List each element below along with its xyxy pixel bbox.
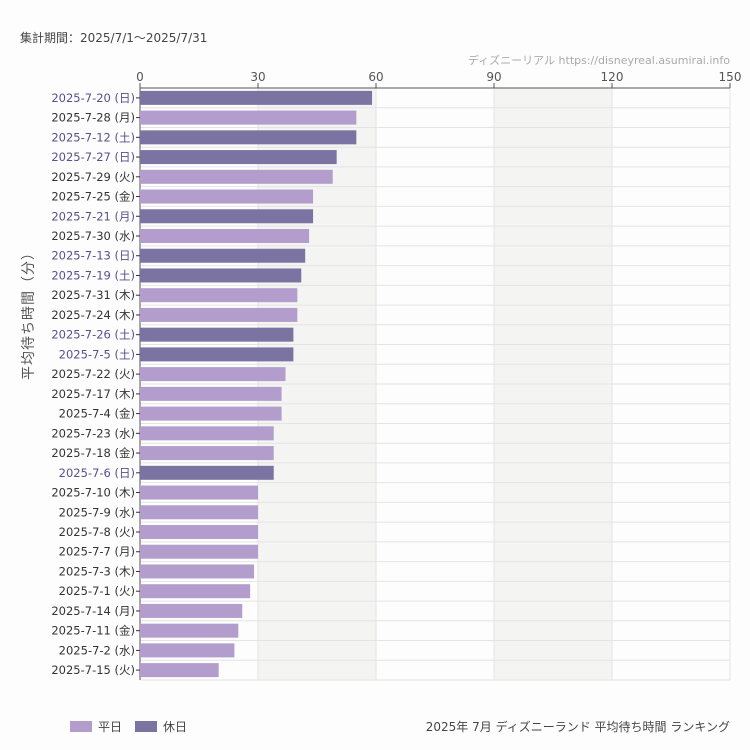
legend-weekday: 平日 <box>70 718 122 735</box>
chart-footer-title: 2025年 7月 ディズニーランド 平均待ち時間 ランキング <box>425 720 730 734</box>
bar-2025-7-3 (木) <box>140 564 255 579</box>
y-tick-label: 2025-7-29 (火) <box>51 170 135 184</box>
bar-2025-7-7 (月) <box>140 544 258 559</box>
bar-2025-7-21 (月) <box>140 209 314 224</box>
bar-2025-7-25 (金) <box>140 189 314 204</box>
x-tick-label: 0 <box>136 70 144 84</box>
bar-2025-7-1 (火) <box>140 584 251 599</box>
y-tick-label: 2025-7-18 (金) <box>51 446 135 460</box>
y-tick-label: 2025-7-13 (日) <box>51 249 135 263</box>
legend-label-weekday: 平日 <box>98 720 123 734</box>
legend-holiday: 休日 <box>135 718 187 735</box>
y-tick-label: 2025-7-3 (木) <box>59 564 135 578</box>
y-tick-label: 2025-7-17 (木) <box>51 387 135 401</box>
bar-2025-7-24 (木) <box>140 307 298 322</box>
y-tick-label: 2025-7-6 (日) <box>59 466 135 480</box>
bar-2025-7-20 (日) <box>140 90 373 105</box>
bar-2025-7-14 (月) <box>140 603 243 618</box>
y-tick-label: 2025-7-27 (日) <box>51 150 135 164</box>
y-tick-label: 2025-7-7 (月) <box>59 545 135 559</box>
x-tick-label: 60 <box>368 70 383 84</box>
y-tick-label: 2025-7-11 (金) <box>51 624 135 638</box>
bar-2025-7-10 (木) <box>140 485 258 500</box>
x-tick-label: 150 <box>719 70 742 84</box>
bar-2025-7-28 (月) <box>140 110 357 125</box>
y-tick-label: 2025-7-8 (火) <box>59 525 135 539</box>
y-tick-label: 2025-7-31 (木) <box>51 288 135 302</box>
y-tick-label: 2025-7-30 (水) <box>51 229 135 243</box>
y-tick-label: 2025-7-23 (水) <box>51 426 135 440</box>
bar-2025-7-27 (日) <box>140 150 337 165</box>
bar-2025-7-5 (土) <box>140 347 294 362</box>
legend-label-holiday: 休日 <box>163 720 188 734</box>
bar-2025-7-13 (日) <box>140 248 306 263</box>
period-label: 集計期間：2025/7/1〜2025/7/31 <box>20 31 208 45</box>
y-tick-label: 2025-7-19 (土) <box>51 268 135 282</box>
y-tick-label: 2025-7-5 (土) <box>59 347 135 361</box>
y-tick-label: 2025-7-24 (木) <box>51 308 135 322</box>
bar-2025-7-30 (水) <box>140 229 310 243</box>
bar-2025-7-18 (金) <box>140 446 274 461</box>
x-tick-label: 90 <box>486 70 501 84</box>
bar-2025-7-2 (水) <box>140 643 235 658</box>
legend-swatch-weekday <box>70 721 92 732</box>
bar-2025-7-26 (土) <box>140 327 294 342</box>
y-tick-label: 2025-7-20 (日) <box>51 91 135 105</box>
bar-2025-7-11 (金) <box>140 623 239 638</box>
bar-2025-7-6 (日) <box>140 465 274 480</box>
y-tick-label: 2025-7-4 (金) <box>59 407 135 421</box>
y-axis-label: 平均待ち時間（分） <box>21 245 37 380</box>
bar-2025-7-17 (木) <box>140 386 282 401</box>
y-tick-label: 2025-7-21 (月) <box>51 209 135 223</box>
y-tick-label: 2025-7-9 (水) <box>59 505 135 519</box>
legend-swatch-holiday <box>135 721 157 732</box>
credit-label: ディズニーリアル https://disneyreal.asumirai.inf… <box>467 54 730 67</box>
y-tick-label: 2025-7-14 (月) <box>51 604 135 618</box>
bar-2025-7-12 (土) <box>140 130 357 145</box>
bar-2025-7-8 (火) <box>140 525 258 539</box>
y-tick-label: 2025-7-15 (火) <box>51 663 135 677</box>
bar-2025-7-29 (火) <box>140 169 333 184</box>
bar-2025-7-19 (土) <box>140 268 302 283</box>
bar-2025-7-22 (火) <box>140 367 286 382</box>
bar-2025-7-9 (水) <box>140 505 258 520</box>
y-tick-label: 2025-7-28 (月) <box>51 111 135 125</box>
bar-2025-7-31 (木) <box>140 288 298 303</box>
x-tick-label: 30 <box>250 70 265 84</box>
bar-2025-7-23 (水) <box>140 426 274 441</box>
y-tick-label: 2025-7-22 (火) <box>51 367 135 381</box>
bar-2025-7-4 (金) <box>140 406 282 421</box>
y-tick-label: 2025-7-26 (土) <box>51 328 135 342</box>
y-tick-label: 2025-7-10 (木) <box>51 486 135 500</box>
x-tick-label: 120 <box>601 70 624 84</box>
y-tick-label: 2025-7-2 (水) <box>59 643 135 657</box>
y-tick-label: 2025-7-25 (金) <box>51 190 135 204</box>
bar-2025-7-15 (火) <box>140 663 219 678</box>
y-tick-label: 2025-7-12 (土) <box>51 130 135 144</box>
y-tick-label: 2025-7-1 (火) <box>59 584 135 598</box>
